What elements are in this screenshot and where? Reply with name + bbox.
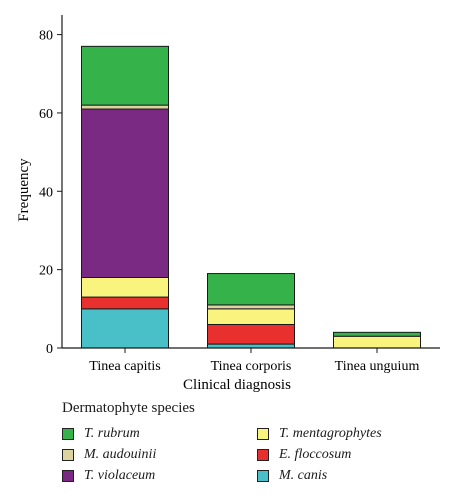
legend-label: T. mentagrophytes [279,425,382,441]
legend-swatch [62,448,74,461]
legend-item-t-rubrum: T. rubrum [62,425,257,442]
stacked-bar-chart: Tinea capitis Tinea corporis Tinea unguium… [16,15,440,393]
legend-label: M. canis [279,467,328,483]
bar-segment [81,45,169,106]
legend-swatch [62,469,74,482]
legend-swatch [257,448,269,461]
legend: Dermatophyte species T. rubrum T. mentag… [62,400,462,484]
bar-segment [81,296,169,310]
legend-title: Dermatophyte species [62,400,195,416]
bar-segment [81,276,169,298]
bar-segment [81,104,169,110]
x-tick-label: Tinea capitis [89,359,160,374]
legend-item-t-violaceum: T. violaceum [62,467,257,484]
y-tick-label: 60 [39,107,53,122]
bar-segment [207,323,295,345]
bar-segment [207,304,295,310]
x-tick-label: Tinea unguium [335,359,420,374]
x-tick-label: Tinea corporis [211,359,292,374]
legend-swatch [62,427,74,440]
bar-segment [207,273,295,306]
legend-label: T. rubrum [84,425,140,441]
legend-swatch [257,469,269,482]
legend-items: T. rubrum T. mentagrophytes M. audouinii… [62,425,462,484]
legend-label: T. violaceum [84,467,156,483]
bar-segment [81,308,169,349]
x-axis-title: Clinical diagnosis [183,377,291,393]
y-axis-title: Frequency [16,158,32,222]
y-tick-label: 80 [39,29,53,44]
legend-item-m-canis: M. canis [257,467,452,484]
y-tick-label: 20 [39,264,53,279]
legend-item-m-audouinii: M. audouinii [62,446,257,463]
legend-label: M. audouinii [84,446,157,462]
legend-item-t-mentagrophytes: T. mentagrophytes [257,425,452,442]
bar-segment [81,108,169,278]
legend-item-e-floccosum: E. floccosum [257,446,452,463]
bar-segment [207,308,295,325]
legend-label: E. floccosum [279,446,352,462]
y-tick-label: 0 [46,342,53,357]
bar-segment [333,335,421,349]
y-tick-label: 40 [39,185,53,200]
legend-swatch [257,427,269,440]
bar-segment [333,331,421,337]
